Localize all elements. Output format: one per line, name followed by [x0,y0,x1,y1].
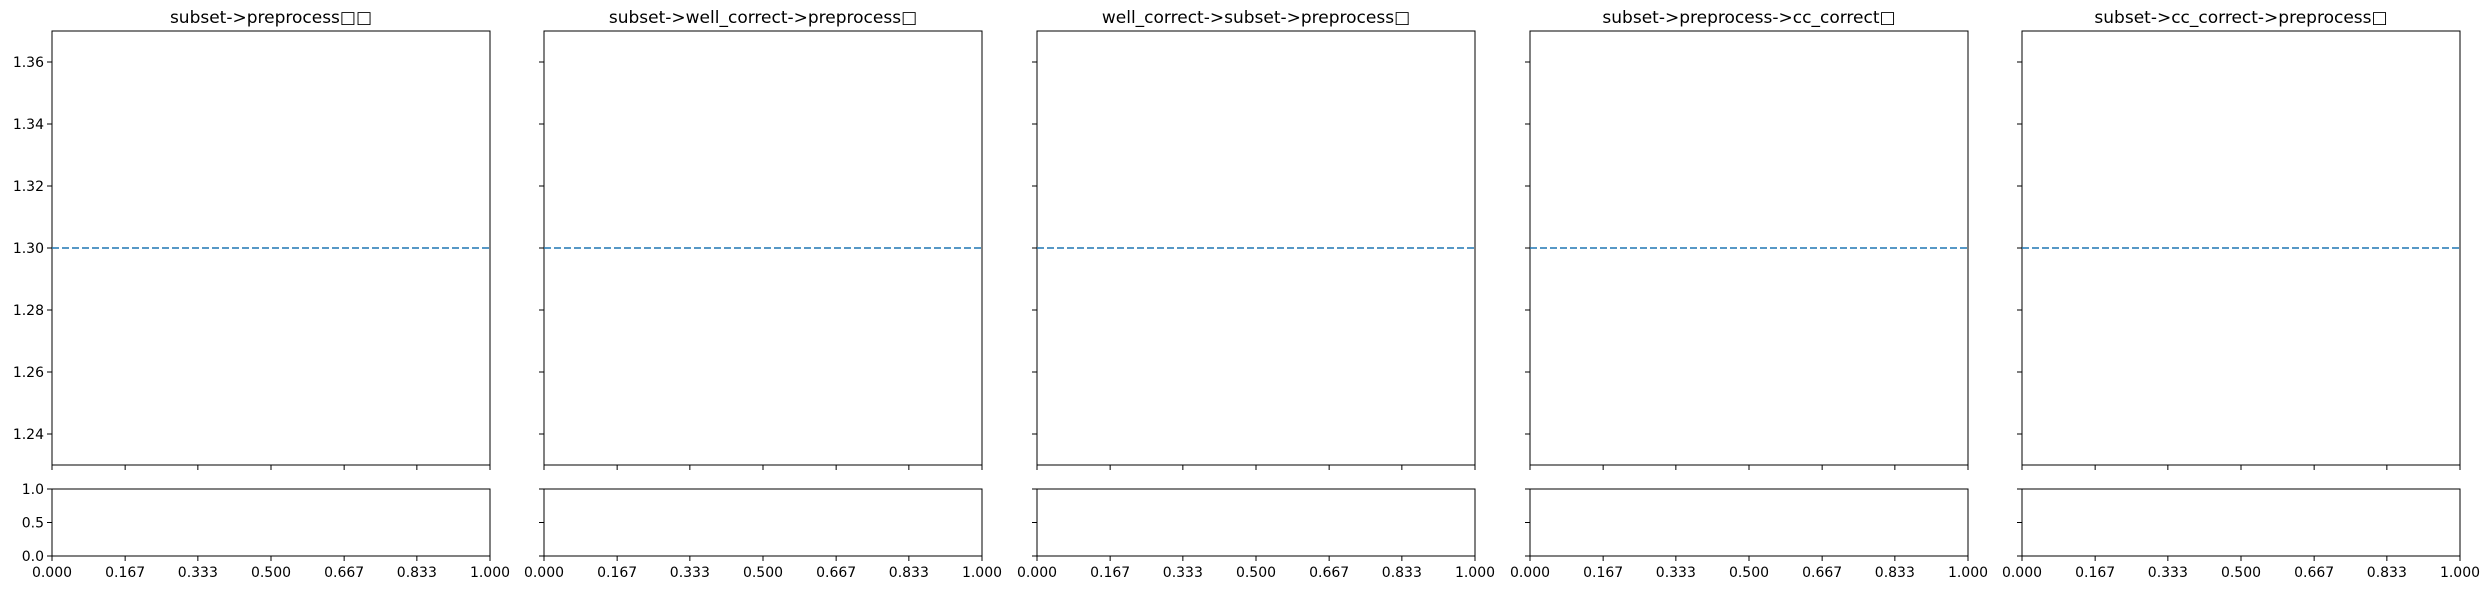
x-tick-label: 0.000 [32,565,72,581]
x-tick-label: 0.333 [2148,565,2188,581]
sub-axes-frame [1036,488,1476,557]
x-tick-label: 0.667 [324,565,364,581]
x-tick-label: 0.500 [251,565,291,581]
x-tick-label: 1.000 [2440,565,2480,581]
panel-4: subset->preprocess->cc_correct□ 0.000 0.16… [1510,8,1988,581]
x-tick-label: 0.667 [2294,565,2334,581]
panel-title: subset->preprocess□□ [170,8,372,28]
panel-2: subset->well_correct->preprocess□ 0.000 0.… [524,8,1002,581]
x-tick-label: 0.000 [1510,565,1550,581]
panel-title: subset->well_correct->preprocess□ [609,8,917,28]
y-tick-label: 1.28 [13,303,44,319]
x-tick-label: 0.500 [743,565,783,581]
panel-5: subset->cc_correct->preprocess□ 0.000 0.16… [2002,8,2480,581]
y-tick-label: 1.34 [13,117,44,133]
sub-y-tick-label: 1.0 [22,482,44,498]
y-tick-label: 1.30 [13,241,44,257]
panel-title: subset->preprocess->cc_correct□ [1602,8,1895,28]
x-tick-label: 0.667 [816,565,856,581]
x-tick-label: 0.167 [2075,565,2115,581]
x-tick-label: 0.333 [1163,565,1203,581]
x-tick-label: 1.000 [1948,565,1988,581]
x-tick-label: 0.667 [1802,565,1842,581]
x-tick-label: 0.167 [597,565,637,581]
y-tick-label: 1.24 [13,427,44,443]
x-tick-label: 0.333 [178,565,218,581]
x-tick-label: 0.000 [2002,565,2042,581]
panel-3: well_correct->subset->preprocess□ 0.000 0.… [1017,8,1495,581]
y-tick-label: 1.32 [13,179,44,195]
x-tick-label: 0.167 [1583,565,1623,581]
panel-title: well_correct->subset->preprocess□ [1102,8,1410,28]
panel-title: subset->cc_correct->preprocess□ [2094,8,2387,28]
y-tick-label: 1.26 [13,365,44,381]
sub-axes-frame [2021,488,2461,557]
sub-axes-frame [1529,488,1969,557]
x-tick-label: 0.833 [1382,565,1422,581]
panel-1: subset->preprocess□□ 1.24 1.26 1.28 1.30 1.32… [13,8,510,581]
x-tick-label: 0.333 [1656,565,1696,581]
x-tick-label: 0.833 [889,565,929,581]
x-tick-label: 0.667 [1309,565,1349,581]
x-tick-label: 0.833 [2367,565,2407,581]
x-tick-label: 0.167 [105,565,145,581]
sub-y-tick-label: 0.0 [22,549,44,565]
x-tick-label: 0.833 [397,565,437,581]
x-tick-label: 1.000 [962,565,1002,581]
x-tick-label: 0.167 [1090,565,1130,581]
sub-axes-frame [51,488,491,557]
y-tick-label: 1.36 [13,55,44,71]
x-tick-label: 0.500 [1236,565,1276,581]
sub-y-tick-label: 0.5 [22,516,44,532]
x-tick-label: 0.500 [1729,565,1769,581]
x-tick-label: 1.000 [1455,565,1495,581]
x-tick-label: 1.000 [470,565,510,581]
x-tick-label: 0.833 [1875,565,1915,581]
x-tick-label: 0.000 [1017,565,1057,581]
sub-axes-frame [543,488,983,557]
x-tick-label: 0.000 [524,565,564,581]
x-tick-label: 0.333 [670,565,710,581]
x-tick-label: 0.500 [2221,565,2261,581]
